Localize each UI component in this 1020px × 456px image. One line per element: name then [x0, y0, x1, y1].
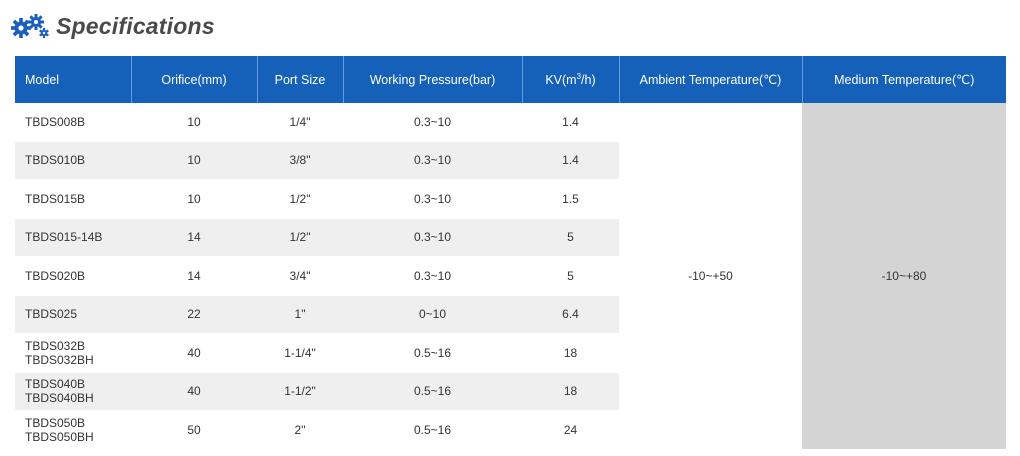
model-name: TBDS050B [25, 415, 86, 430]
cell-model: TBDS040B TBDS040BH [15, 372, 131, 411]
cell-kv: 5 [522, 256, 619, 296]
gears-icon [11, 14, 49, 38]
table-row: TBDS015-14B 14 1/2" 0.3~10 5 [15, 218, 1006, 257]
column-header-port-size: Port Size [257, 56, 344, 103]
table-row: TBDS010B 10 3/8" 0.3~10 1.4 [15, 141, 1006, 180]
cell-kv: 1.4 [522, 103, 619, 142]
model-name: TBDS040B [25, 377, 86, 392]
column-header-orifice: Orifice(mm) [131, 56, 258, 103]
cell-kv: 5 [522, 218, 619, 257]
cell-model: TBDS015B [15, 179, 131, 219]
model-name: TBDS015-14B [25, 230, 103, 245]
cell-orifice: 50 [131, 410, 257, 450]
cell-port-size: 1" [257, 295, 343, 334]
cell-orifice: 14 [131, 218, 257, 257]
cell-working-pressure: 0.3~10 [343, 103, 522, 142]
cell-kv: 1.5 [522, 179, 619, 219]
table-row: TBDS025 22 1" 0~10 6.4 [15, 295, 1006, 334]
table-row: TBDS050B TBDS050BH 50 2" 0.5~16 24 [15, 410, 1006, 450]
cell-working-pressure: 0.3~10 [343, 141, 522, 180]
cell-port-size: 1/4" [257, 103, 343, 142]
cell-orifice: 10 [131, 103, 257, 142]
cell-port-size: 2" [257, 410, 343, 450]
cell-port-size: 1/2" [257, 218, 343, 257]
page-title: Specifications [56, 12, 215, 39]
table-row: TBDS040B TBDS040BH 40 1-1/2" 0.5~16 18 [15, 372, 1006, 411]
cell-model: TBDS010B [15, 141, 131, 180]
cell-working-pressure: 0.3~10 [343, 218, 522, 257]
model-name: TBDS008B [25, 114, 86, 129]
model-name: TBDS025 [25, 307, 78, 322]
model-name: TBDS032B [25, 338, 86, 353]
cell-working-pressure: 0.3~10 [343, 179, 522, 219]
model-name: TBDS032BH [25, 352, 94, 367]
cell-kv: 1.4 [522, 141, 619, 180]
cell-kv: 18 [522, 333, 619, 373]
model-name: TBDS015B [25, 191, 86, 206]
column-header-ambient-temperature: Ambient Temperature(℃) [619, 56, 803, 103]
cell-port-size: 3/8" [257, 141, 343, 180]
cell-orifice: 14 [131, 256, 257, 296]
column-header-model: Model [15, 56, 132, 103]
cell-medium-temperature: -10~+80 [802, 103, 1006, 450]
model-name: TBDS010B [25, 153, 86, 168]
cell-model: TBDS032B TBDS032BH [15, 333, 131, 373]
cell-working-pressure: 0.5~16 [343, 410, 522, 450]
cell-orifice: 22 [131, 295, 257, 334]
cell-model: TBDS025 [15, 295, 131, 334]
cell-port-size: 1-1/4" [257, 333, 343, 373]
cell-kv: 24 [522, 410, 619, 450]
column-header-working-pressure: Working Pressure(bar) [343, 56, 523, 103]
table-row: TBDS015B 10 1/2" 0.3~10 1.5 [15, 179, 1006, 219]
cell-ambient-temperature: -10~+50 [619, 103, 802, 450]
column-header-medium-temperature: Medium Temperature(℃) [802, 56, 1006, 103]
cell-port-size: 3/4" [257, 256, 343, 296]
cell-orifice: 40 [131, 333, 257, 373]
section-header: Specifications [10, 8, 215, 44]
cell-kv: 18 [522, 372, 619, 411]
cell-orifice: 40 [131, 372, 257, 411]
cell-working-pressure: 0.3~10 [343, 256, 522, 296]
table-row: TBDS020B 14 3/4" 0.3~10 5 [15, 256, 1006, 296]
cell-kv: 6.4 [522, 295, 619, 334]
cell-orifice: 10 [131, 141, 257, 180]
table-row: TBDS008B 10 1/4" 0.3~10 1.4 -10~+50 -10~+80 [15, 103, 1006, 450]
model-name: TBDS040BH [25, 391, 94, 406]
specifications-table: Model Orifice(mm) Port Size Working Pres… [15, 56, 1006, 450]
cell-model: TBDS050B TBDS050BH [15, 410, 131, 450]
cell-working-pressure: 0~10 [343, 295, 522, 334]
column-header-kv: KV(m3/h) [522, 56, 620, 103]
table-header-row: Model Orifice(mm) Port Size Working Pres… [15, 56, 1006, 103]
cell-port-size: 1-1/2" [257, 372, 343, 411]
cell-working-pressure: 0.5~16 [343, 333, 522, 373]
cell-port-size: 1/2" [257, 179, 343, 219]
cell-working-pressure: 0.5~16 [343, 372, 522, 411]
model-name: TBDS050BH [25, 429, 94, 444]
cell-model: TBDS020B [15, 256, 131, 296]
table-row: TBDS032B TBDS032BH 40 1-1/4" 0.5~16 18 [15, 333, 1006, 373]
cell-model: TBDS008B [15, 103, 131, 142]
model-name: TBDS020B [25, 268, 86, 283]
cell-model: TBDS015-14B [15, 218, 131, 257]
cell-orifice: 10 [131, 179, 257, 219]
